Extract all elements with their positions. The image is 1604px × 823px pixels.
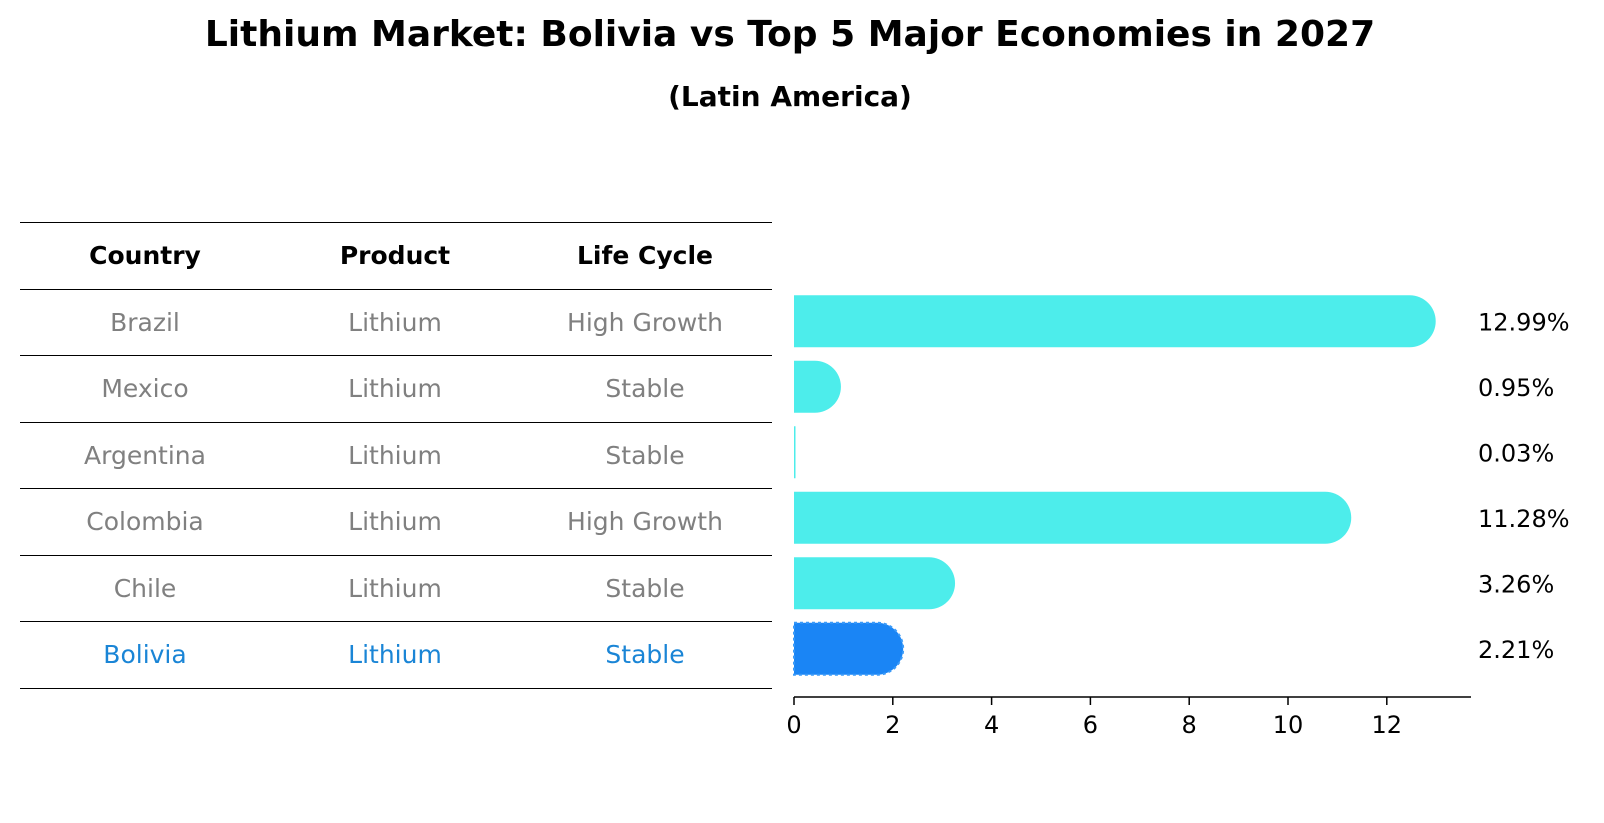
bar-colombia — [794, 491, 1352, 544]
product-cell: Lithium — [348, 640, 442, 670]
x-tick-label: 6 — [1083, 711, 1098, 739]
table-row: Chile Lithium Stable — [20, 554, 772, 622]
table-row: Mexico Lithium Stable — [20, 355, 772, 422]
country-cell: Brazil — [110, 307, 180, 337]
x-tick-label: 4 — [984, 711, 999, 739]
x-tick-label: 0 — [786, 711, 801, 739]
header-life-cycle: Life Cycle — [576, 241, 714, 271]
life-cycle-cell: Stable — [605, 440, 685, 470]
country-cell: Colombia — [86, 507, 204, 537]
chart-title: Lithium Market: Bolivia vs Top 5 Major E… — [204, 14, 1376, 55]
bar-mexico — [794, 360, 841, 413]
data-label-argentina: 0.03% — [1478, 439, 1554, 467]
table-row: Argentina Lithium Stable — [20, 421, 772, 489]
data-label-brazil: 12.99% — [1478, 308, 1570, 336]
life-cycle-cell: High Growth — [567, 307, 723, 337]
data-label-chile: 3.26% — [1478, 570, 1554, 598]
country-cell: Argentina — [84, 440, 206, 470]
country-table: Country Product Life Cycle Brazil Lithiu… — [20, 222, 772, 689]
life-cycle-cell: Stable — [605, 573, 685, 603]
life-cycle-cell: High Growth — [567, 507, 723, 537]
table-header-row: Country Product Life Cycle — [20, 222, 772, 289]
table-row-highlight: Bolivia Lithium Stable — [20, 621, 772, 689]
bar-argentina — [794, 426, 796, 479]
x-tick-label: 8 — [1182, 711, 1197, 739]
product-cell: Lithium — [348, 507, 442, 537]
data-label-colombia: 11.28% — [1478, 505, 1570, 533]
x-tick-label: 10 — [1273, 711, 1304, 739]
life-cycle-cell: Stable — [605, 640, 685, 670]
product-cell: Lithium — [348, 440, 442, 470]
x-tick-label: 2 — [885, 711, 900, 739]
bar-brazil — [794, 295, 1436, 348]
header-product: Product — [339, 241, 451, 271]
x-tick-label: 12 — [1372, 711, 1403, 739]
country-cell: Chile — [113, 573, 177, 603]
product-cell: Lithium — [348, 307, 442, 337]
product-cell: Lithium — [348, 374, 442, 404]
life-cycle-cell: Stable — [605, 374, 685, 404]
table-row: Colombia Lithium High Growth — [20, 488, 772, 555]
table-row: Brazil Lithium High Growth — [20, 288, 772, 356]
bar-chile — [794, 557, 956, 610]
header-country: Country — [89, 241, 201, 271]
product-cell: Lithium — [348, 573, 442, 603]
bar-bolivia — [793, 621, 905, 676]
country-cell: Bolivia — [103, 640, 187, 670]
data-label-mexico: 0.95% — [1478, 374, 1554, 402]
country-cell: Mexico — [101, 374, 189, 404]
data-label-bolivia: 2.21% — [1478, 636, 1554, 664]
chart-subtitle: (Latin America) — [668, 80, 912, 113]
